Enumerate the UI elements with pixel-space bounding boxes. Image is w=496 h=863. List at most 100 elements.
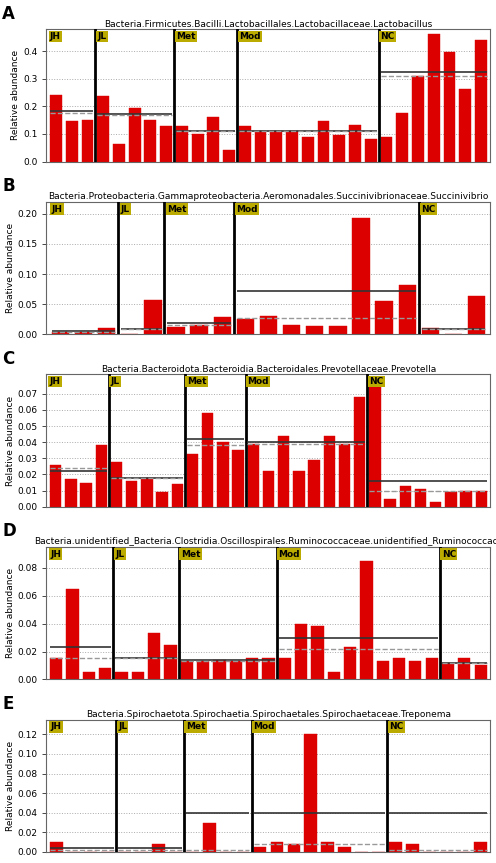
Bar xyxy=(398,285,416,334)
Bar xyxy=(144,120,156,161)
Bar xyxy=(369,384,380,507)
Title: Bacteria.Spirochaetota.Spirochaetia.Spirochaetales.Spirochaetaceae.Treponema: Bacteria.Spirochaetota.Spirochaetia.Spir… xyxy=(86,710,451,719)
Text: E: E xyxy=(2,695,13,713)
Bar xyxy=(430,502,441,507)
Bar xyxy=(409,661,422,679)
Bar xyxy=(428,35,439,161)
Bar xyxy=(132,672,144,679)
Bar xyxy=(293,471,305,507)
Text: JH: JH xyxy=(50,32,61,41)
Bar xyxy=(75,332,92,334)
Bar xyxy=(412,76,424,161)
Text: JL: JL xyxy=(118,722,127,731)
Bar xyxy=(475,40,487,161)
Bar xyxy=(365,139,376,161)
Bar xyxy=(50,96,62,161)
Bar xyxy=(197,661,209,679)
Bar xyxy=(354,397,366,507)
Bar xyxy=(443,52,455,161)
Y-axis label: Relative abundance: Relative abundance xyxy=(5,395,14,486)
Bar xyxy=(380,137,392,161)
Bar xyxy=(389,842,402,852)
Bar xyxy=(213,660,226,679)
Bar xyxy=(80,482,92,507)
Bar xyxy=(65,479,76,507)
Bar xyxy=(333,135,345,161)
Title: Bacteria.Proteobacteria.Gammaproteobacteria.Aeromonadales.Succinivibrionaceae.Su: Bacteria.Proteobacteria.Gammaproteobacte… xyxy=(48,192,489,201)
Text: Mod: Mod xyxy=(279,550,300,558)
Text: NC: NC xyxy=(389,722,403,731)
Bar xyxy=(203,822,216,852)
Text: JH: JH xyxy=(50,550,61,558)
Bar xyxy=(476,490,487,507)
Text: JL: JL xyxy=(111,377,120,386)
Bar xyxy=(97,96,109,161)
Bar xyxy=(279,658,291,679)
Bar xyxy=(50,842,63,852)
Bar xyxy=(262,658,275,679)
Bar xyxy=(172,484,183,507)
Bar xyxy=(339,444,350,507)
Bar xyxy=(156,492,168,507)
Bar xyxy=(246,658,258,679)
Bar xyxy=(50,465,62,507)
Bar xyxy=(360,561,372,679)
Bar xyxy=(144,299,162,334)
Bar xyxy=(400,486,411,507)
Text: B: B xyxy=(2,177,15,195)
Bar xyxy=(422,328,439,334)
Text: JH: JH xyxy=(52,205,62,213)
Bar xyxy=(442,663,454,679)
Bar xyxy=(232,450,244,507)
Bar xyxy=(214,318,231,334)
Text: Met: Met xyxy=(186,722,205,731)
Bar xyxy=(270,130,282,161)
Bar xyxy=(305,734,317,852)
Bar xyxy=(445,492,457,507)
Text: Mod: Mod xyxy=(253,722,275,731)
Bar xyxy=(349,124,361,161)
Bar xyxy=(309,460,320,507)
Bar xyxy=(376,661,389,679)
Bar xyxy=(459,90,471,161)
Bar xyxy=(113,143,125,161)
Title: Bacteria.Bacteroidota.Bacteroidia.Bacteroidales.Prevotellaceae.Prevotella: Bacteria.Bacteroidota.Bacteroidia.Bacter… xyxy=(101,365,436,374)
Bar xyxy=(253,847,266,852)
Bar xyxy=(98,328,115,334)
Bar xyxy=(306,325,323,334)
Bar xyxy=(202,413,213,507)
Text: Met: Met xyxy=(186,377,206,386)
Bar xyxy=(468,296,485,334)
Bar xyxy=(176,126,188,161)
Bar xyxy=(167,327,185,334)
Text: JL: JL xyxy=(97,32,106,41)
Bar xyxy=(83,672,95,679)
Bar xyxy=(152,844,165,852)
Bar xyxy=(237,319,254,334)
Bar xyxy=(186,454,198,507)
Bar xyxy=(66,121,77,161)
Bar xyxy=(207,117,219,161)
Text: Mod: Mod xyxy=(239,32,260,41)
Bar xyxy=(317,121,329,161)
Bar xyxy=(344,647,356,679)
Bar xyxy=(474,842,487,852)
Bar xyxy=(338,847,351,852)
Bar xyxy=(329,326,347,334)
Text: Mod: Mod xyxy=(248,377,269,386)
Bar xyxy=(260,316,277,334)
Bar xyxy=(81,120,93,161)
Bar xyxy=(475,665,487,679)
Text: JL: JL xyxy=(121,205,130,213)
Bar xyxy=(192,134,203,161)
Text: NC: NC xyxy=(442,550,456,558)
Bar xyxy=(321,842,334,852)
Bar xyxy=(323,436,335,507)
Bar xyxy=(129,108,140,161)
Bar xyxy=(52,332,69,334)
Bar xyxy=(328,672,340,679)
Bar xyxy=(384,499,396,507)
Bar xyxy=(148,633,160,679)
Title: Bacteria.unidentified_Bacteria.Clostridia.Oscillospirales.Ruminococcaceae.uniden: Bacteria.unidentified_Bacteria.Clostridi… xyxy=(34,538,496,546)
Bar xyxy=(248,444,259,507)
